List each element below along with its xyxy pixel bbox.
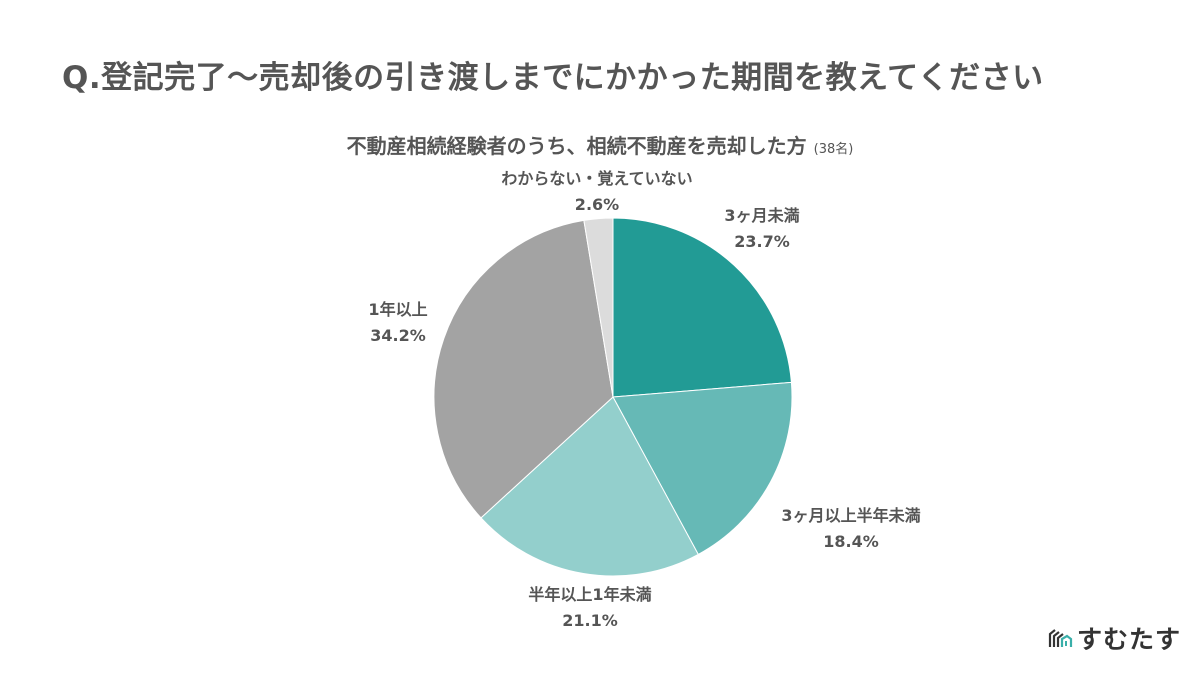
chart-subtitle: 不動産相続経験者のうち、相続不動産を売却した方 (38名) bbox=[0, 130, 1200, 159]
chart-title: Q.登記完了〜売却後の引き渡しまでにかかった期間を教えてください bbox=[62, 60, 1044, 96]
label-name: 3ヶ月未満 bbox=[724, 206, 800, 225]
label-unknown: わからない・覚えていない 2.6% bbox=[501, 166, 692, 218]
pie-slice bbox=[612, 217, 792, 398]
label-name: 3ヶ月以上半年未満 bbox=[781, 506, 921, 525]
pie-slice bbox=[612, 381, 793, 556]
label-percent: 34.2% bbox=[370, 326, 426, 345]
pie-slice bbox=[480, 396, 699, 577]
sample-size: (38名) bbox=[813, 142, 854, 157]
label-3-to-6-months: 3ヶ月以上半年未満 18.4% bbox=[781, 503, 920, 555]
brand-logo: すむたす bbox=[1047, 620, 1181, 656]
subtitle-text: 不動産相続経験者のうち、相続不動産を売却した方 bbox=[346, 134, 807, 158]
label-name: わからない・覚えていない bbox=[501, 169, 693, 188]
brand-name: すむたす bbox=[1077, 625, 1182, 654]
label-name: 半年以上1年未満 bbox=[528, 585, 652, 604]
label-6-to-12-months: 半年以上1年未満 21.1% bbox=[528, 582, 651, 634]
label-percent: 18.4% bbox=[823, 532, 879, 551]
pie-slice bbox=[583, 217, 614, 398]
label-percent: 23.7% bbox=[734, 232, 790, 251]
label-percent: 21.1% bbox=[562, 611, 618, 630]
pie-slice bbox=[433, 219, 614, 519]
label-over-1-year: 1年以上 34.2% bbox=[368, 297, 427, 349]
label-name: 1年以上 bbox=[368, 300, 428, 319]
label-percent: 2.6% bbox=[574, 195, 620, 214]
label-under-3-months: 3ヶ月未満 23.7% bbox=[724, 203, 799, 255]
building-logo-icon bbox=[1048, 629, 1073, 647]
